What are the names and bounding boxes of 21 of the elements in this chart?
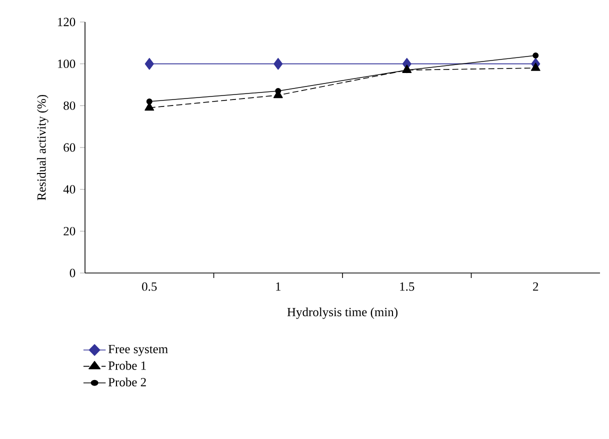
y-tick-label: 60 — [64, 143, 76, 152]
point — [530, 62, 540, 71]
legend-label: Free system — [108, 344, 168, 356]
legend-label: Probe 2 — [108, 378, 146, 386]
y-tick-label: 0 — [70, 268, 76, 278]
x-tick-label: 2 — [533, 282, 538, 291]
point — [532, 52, 539, 58]
y-tick-label: 80 — [64, 101, 76, 110]
x-axis-title: Hydrolysis time (min) — [287, 307, 398, 319]
legend-label: Probe 1 — [108, 361, 146, 370]
x-tick-label: 0.5 — [142, 282, 157, 291]
y-tick-label: 120 — [58, 18, 76, 26]
point — [144, 58, 154, 70]
point — [274, 58, 283, 70]
x-tick-label: 1 — [276, 282, 281, 291]
y-axis-title: Residual activity (%) — [36, 94, 48, 200]
y-tick-label: 20 — [64, 226, 76, 236]
x-tick-label: 1.5 — [400, 282, 414, 291]
point — [146, 98, 152, 104]
y-tick-label: 40 — [63, 185, 76, 194]
y-tick-label: 100 — [58, 60, 76, 68]
